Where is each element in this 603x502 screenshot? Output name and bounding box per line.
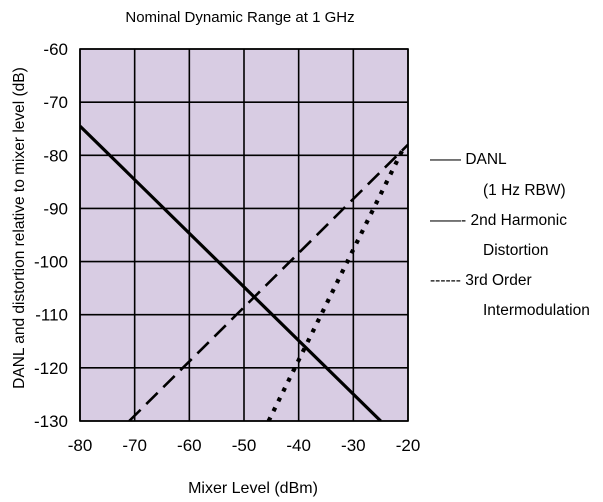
x-tick-label: -70 <box>122 436 147 455</box>
series-line-danl <box>80 124 382 421</box>
legend-sublabel-3rd-order: Intermodulation <box>483 302 590 319</box>
chart-title: Nominal Dynamic Range at 1 GHz <box>125 9 354 26</box>
y-tick-label: -120 <box>34 359 68 378</box>
x-tick-label: -40 <box>286 436 311 455</box>
y-tick-label: -110 <box>35 306 68 325</box>
grid-lines <box>79 48 409 422</box>
legend-swatch-3rd-order: ------ <box>430 272 461 289</box>
legend-label-3rd-order: 3rd Order <box>465 272 532 289</box>
x-tick-label: -80 <box>68 436 93 455</box>
y-tick-label: -90 <box>43 199 68 218</box>
legend-sublabel-danl: (1 Hz RBW) <box>483 182 566 199</box>
series-layer <box>80 124 408 421</box>
legend-swatch-2nd-harmonic: ——- <box>430 212 467 229</box>
legend-item-3rd-order: ------ 3rd Order <box>430 273 532 289</box>
series-line-2nd-harmonic <box>128 143 408 421</box>
y-tick-label: -70 <box>43 93 68 112</box>
y-tick-label: -100 <box>34 253 68 272</box>
x-tick-label: -20 <box>396 436 421 455</box>
legend-item-danl: —— DANL <box>430 152 507 168</box>
y-tick-label: -80 <box>43 146 68 165</box>
legend-swatch-danl: —— <box>430 151 461 168</box>
y-tick-label: -60 <box>43 40 68 59</box>
y-tick-label: -130 <box>34 412 68 431</box>
x-tick-label: -30 <box>341 436 366 455</box>
series-group <box>80 124 408 421</box>
legend-item-2nd-harmonic: ——- 2nd Harmonic <box>430 213 567 229</box>
legend-label-2nd-harmonic: 2nd Harmonic <box>470 212 567 229</box>
legend-label-danl: DANL <box>465 151 507 168</box>
x-tick-label: -60 <box>177 436 202 455</box>
x-axis-label: Mixer Level (dBm) <box>188 480 318 497</box>
tick-labels: -60-70-80-90-100-110-120-130-80 -70 -60 -50… <box>34 40 420 455</box>
x-tick-label: -50 <box>232 436 257 455</box>
legend-sublabel-2nd-harmonic: Distortion <box>483 242 549 259</box>
y-axis-label: DANL and distortion relative to mixer le… <box>11 67 28 389</box>
